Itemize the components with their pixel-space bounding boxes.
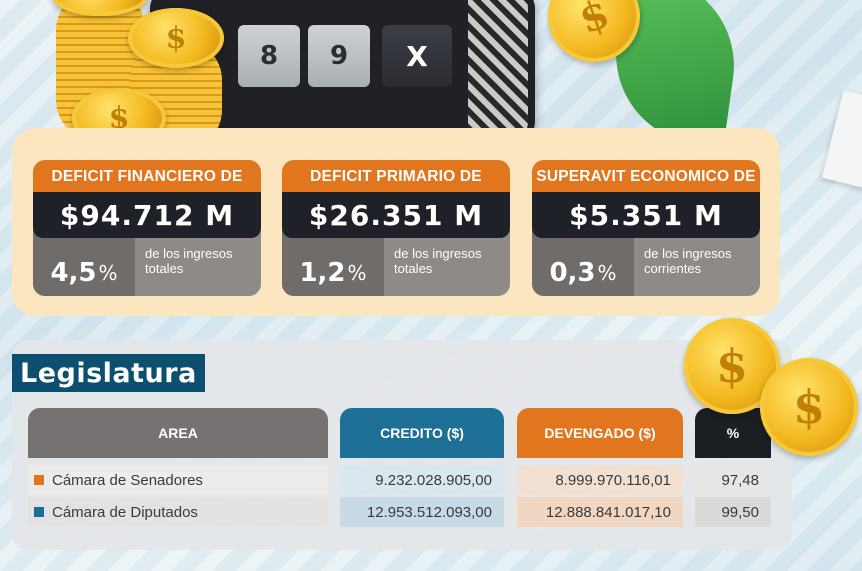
stat-card-amount: $5.351 M [532,192,760,238]
stat-card-amount: $26.351 M [282,192,510,238]
column-header-credito: CREDITO ($) [340,408,504,458]
stat-card-percentage: 1,2% [282,230,384,296]
stat-card-deficit-financiero: DEFICIT FINANCIERO DE $94.712 M 4,5% de … [33,160,261,296]
stat-card-superavit-economico: SUPERAVIT ECONOMICO DE $5.351 M 0,3% de … [532,160,760,296]
table-cell-percent: 99,50 [695,497,771,527]
table-cell-area-text: Cámara de Diputados [52,503,198,521]
legend-square-icon [34,507,44,517]
table-cell-devengado: 8.999.970.116,01 [517,465,683,495]
stat-card-percentage: 4,5% [33,230,135,296]
coin-icon: $ [760,358,858,456]
table-cell-credito: 12.953.512.093,00 [340,497,504,527]
stat-card-percentage-value: 0,3 [549,258,596,288]
stat-card-header: SUPERAVIT ECONOMICO DE [532,160,760,194]
stat-card-note: de los ingresos corrientes [644,246,732,276]
coin-icon: $ [128,8,224,68]
stat-card-percentage-value: 1,2 [299,258,346,288]
stat-card-percentage: 0,3% [532,230,634,296]
stat-card-footer: 0,3% de los ingresos corrientes [532,230,760,296]
percent-symbol: % [347,261,367,285]
coin-icon: $ [684,318,780,414]
stat-card-header: DEFICIT PRIMARIO DE [282,160,510,194]
percent-symbol: % [597,261,617,285]
coin-icon [52,0,148,16]
calculator-key-9: 9 [308,25,370,87]
calculator-key-8: 8 [238,25,300,87]
stat-card-footer: 4,5% de los ingresos totales [33,230,261,296]
column-header-area: AREA [28,408,328,458]
table-cell-area: Cámara de Senadores [28,465,328,495]
table-cell-area-text: Cámara de Senadores [52,471,203,489]
table-cell-percent: 97,48 [695,465,771,495]
percent-symbol: % [98,261,118,285]
stat-card-amount: $94.712 M [33,192,261,238]
stat-card-note: de los ingresos totales [145,246,233,276]
stat-card-footer: 1,2% de los ingresos totales [282,230,510,296]
table-cell-area: Cámara de Diputados [28,497,328,527]
calculator-pattern [468,0,528,140]
stat-card-note: de los ingresos totales [394,246,482,276]
table-cell-credito: 9.232.028.905,00 [340,465,504,495]
stat-card-deficit-primario: DEFICIT PRIMARIO DE $26.351 M 1,2% de lo… [282,160,510,296]
stat-card-header: DEFICIT FINANCIERO DE [33,160,261,194]
section-title-box: Legislatura [12,354,205,392]
section-title: Legislatura [20,357,197,389]
stat-card-percentage-value: 4,5 [50,258,97,288]
table-cell-devengado: 12.888.841.017,10 [517,497,683,527]
calculator-key-multiply: X [382,25,452,87]
column-header-devengado: DEVENGADO ($) [517,408,683,458]
legend-square-icon [34,475,44,485]
column-header-percent: % [695,408,771,458]
